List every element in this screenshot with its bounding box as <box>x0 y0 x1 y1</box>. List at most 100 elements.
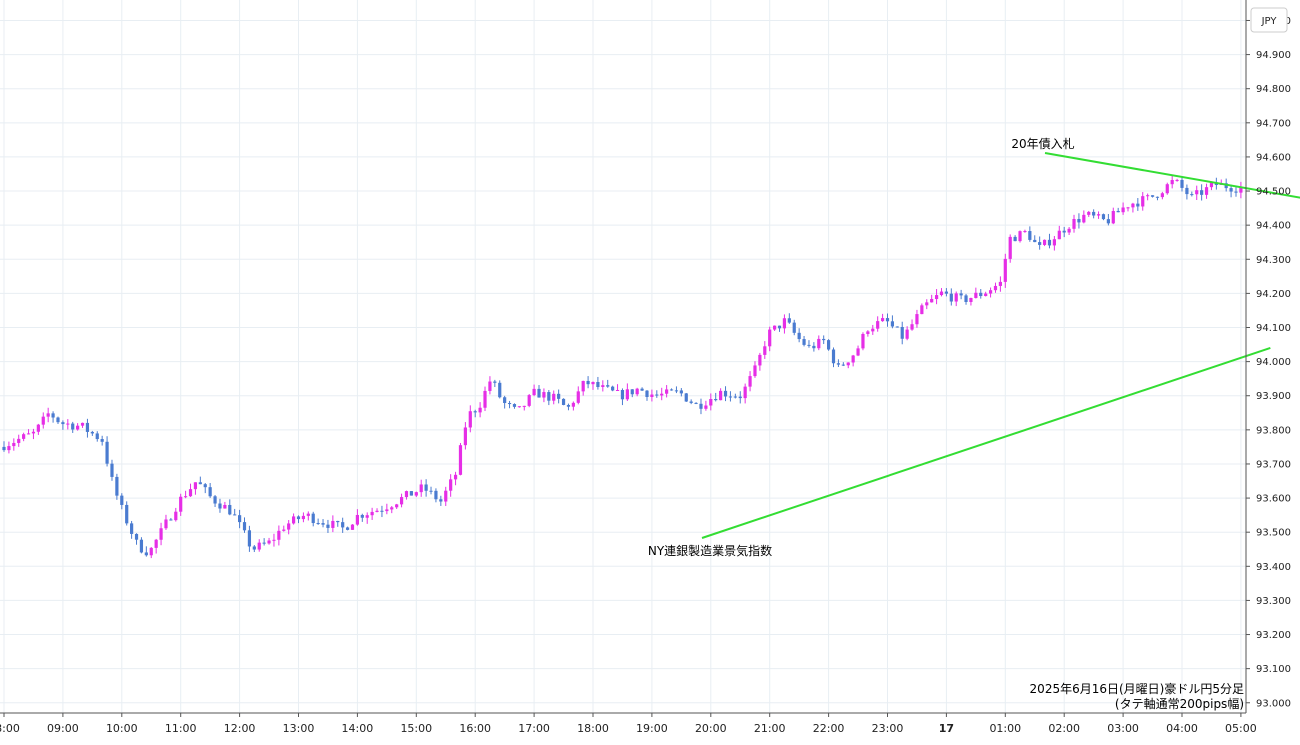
candle-body <box>1082 214 1086 223</box>
x-tick-label: 17 <box>939 722 954 735</box>
candle-body <box>802 339 806 345</box>
candle-body <box>208 487 212 497</box>
candle-body <box>630 389 634 395</box>
candle-body <box>566 404 571 407</box>
candle-body <box>890 321 895 327</box>
candle-body <box>552 393 556 401</box>
candle-body <box>296 516 301 520</box>
annotation-leader <box>701 347 1271 539</box>
candle-body <box>615 390 620 392</box>
candle-body <box>360 514 364 518</box>
candle-body <box>1185 187 1189 195</box>
candle-body <box>1096 214 1101 216</box>
candle-body <box>1190 194 1194 196</box>
candle-body <box>635 388 639 395</box>
candle-body <box>915 314 919 325</box>
candle-body <box>763 346 767 355</box>
x-tick-label: 08:00 <box>0 722 20 735</box>
candle-body <box>880 318 885 322</box>
candle-body <box>817 338 821 349</box>
candle-body <box>998 281 1002 286</box>
candle-body <box>444 490 448 502</box>
candle-body <box>1033 239 1037 243</box>
candle-body <box>611 386 615 391</box>
x-tick-label: 19:00 <box>636 722 668 735</box>
candle-body <box>1087 211 1091 215</box>
candle-body <box>822 338 826 341</box>
candle-body <box>262 542 266 544</box>
candle-body <box>984 293 988 297</box>
candle-body <box>76 425 80 430</box>
candle-body <box>1146 195 1150 197</box>
candle-body <box>390 507 394 510</box>
x-tick-label: 18:00 <box>577 722 609 735</box>
x-tick-label: 13:00 <box>283 722 315 735</box>
price-axis[interactable]: 95.00094.90094.80094.70094.60094.50094.4… <box>1246 16 1291 709</box>
candle-body <box>144 552 148 556</box>
candle-body <box>812 345 816 349</box>
candle-body <box>1057 230 1061 240</box>
candle-body <box>959 293 963 296</box>
candle-body <box>130 523 134 534</box>
candle-body <box>282 529 286 531</box>
candle-body <box>169 519 173 521</box>
candle-body <box>252 546 256 550</box>
candle-body <box>694 402 698 404</box>
candle-body <box>728 396 733 398</box>
y-tick-label: 94.500 <box>1256 187 1291 198</box>
x-tick-label: 11:00 <box>165 722 197 735</box>
candle-body <box>125 504 129 524</box>
candle-body <box>1018 231 1022 242</box>
candle-body <box>26 433 31 435</box>
candle-body <box>1067 228 1071 233</box>
x-tick-label: 14:00 <box>342 722 374 735</box>
candle-body <box>483 390 487 408</box>
candle-body <box>939 291 944 296</box>
candle-body <box>586 380 590 385</box>
candle-body <box>272 539 276 541</box>
candle-body <box>164 519 168 529</box>
annotation-label: 20年債入札 <box>1011 136 1074 151</box>
y-tick-label: 93.000 <box>1256 698 1291 709</box>
candle-body <box>684 393 688 402</box>
candle-body <box>777 325 782 329</box>
candle-body <box>110 463 114 477</box>
x-tick-label: 04:00 <box>1166 722 1198 735</box>
candles <box>2 175 1243 559</box>
candle-body <box>233 514 237 516</box>
candle-body <box>1028 231 1032 240</box>
currency-badge[interactable]: JPY <box>1250 7 1288 33</box>
candle-body <box>792 322 796 333</box>
candle-body <box>468 411 472 428</box>
y-tick-label: 93.800 <box>1256 425 1291 436</box>
candle-body <box>350 524 355 530</box>
candle-body <box>1101 214 1106 220</box>
candle-body <box>7 446 11 451</box>
y-tick-label: 93.200 <box>1256 630 1291 641</box>
candle-body <box>1047 239 1052 246</box>
candle-body <box>493 381 497 383</box>
candle-body <box>1111 210 1115 224</box>
y-tick-label: 93.400 <box>1256 562 1291 573</box>
candle-body <box>247 530 252 547</box>
candle-body <box>1175 179 1179 181</box>
candle-body <box>174 511 178 521</box>
time-axis[interactable]: 08:00 09:00 10:00 11:00 12:00 13:00 14:00 15:00… <box>0 713 1257 735</box>
candle-body <box>625 389 629 400</box>
candle-body <box>61 422 65 425</box>
candle-body <box>453 474 458 480</box>
candle-body <box>149 547 153 556</box>
candle-body <box>463 427 467 446</box>
candle-body <box>507 403 512 405</box>
candle-body <box>85 422 90 432</box>
y-tick-label: 93.100 <box>1256 664 1291 675</box>
candle-body <box>846 362 850 366</box>
footnote-line1: 2025年6月16日(月曜日)豪ドル円5分足 <box>1030 681 1244 696</box>
candle-body <box>665 389 669 394</box>
x-tick-label: 10:00 <box>106 722 138 735</box>
candle-body <box>1209 182 1214 188</box>
candle-body <box>424 484 428 491</box>
x-tick-label: 23:00 <box>872 722 904 735</box>
candle-body <box>557 393 561 399</box>
candle-body <box>866 331 870 334</box>
